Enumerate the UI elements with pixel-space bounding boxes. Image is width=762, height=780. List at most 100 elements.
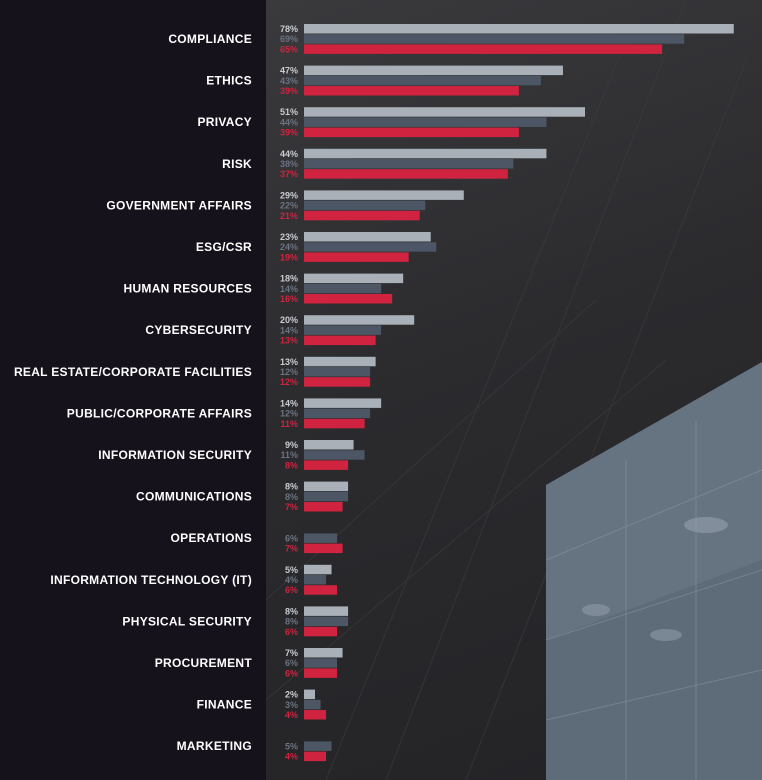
bar [304, 200, 426, 211]
bar [304, 377, 371, 387]
bar-value-label: 11% [280, 419, 298, 429]
bar-value-label: 8% [285, 492, 298, 502]
bar [304, 242, 437, 252]
bar [304, 210, 420, 221]
category-label: MARKETING [177, 739, 252, 753]
bar-value-label: 11% [280, 450, 298, 460]
bar-value-label: 38% [280, 159, 298, 169]
category-panel [0, 0, 266, 780]
category-label: REAL ESTATE/CORPORATE FACILITIES [14, 365, 252, 379]
bar [304, 232, 431, 242]
bar [304, 751, 327, 762]
bar-value-label: 14% [280, 284, 298, 294]
bar-value-label: 16% [280, 294, 298, 304]
bar [304, 658, 338, 668]
bar [304, 356, 376, 367]
bar-value-label: 7% [285, 544, 298, 554]
bar-value-label: 44% [280, 117, 298, 127]
category-label: GOVERNMENT AFFAIRS [106, 198, 252, 212]
bar-value-label: 12% [280, 409, 298, 419]
bar [304, 460, 349, 470]
bar [304, 699, 321, 710]
bar-value-label: 6% [285, 533, 298, 543]
bar [304, 159, 514, 169]
bar [304, 107, 586, 117]
bar-value-label: 8% [285, 482, 298, 492]
bar-value-label: 9% [285, 440, 298, 450]
bar-value-label: 7% [285, 502, 298, 512]
bar [304, 24, 734, 34]
category-label: HUMAN RESOURCES [123, 282, 252, 296]
category-label: OPERATIONS [171, 531, 252, 545]
bar-value-label: 20% [280, 315, 298, 325]
bar [304, 117, 547, 127]
bar [304, 294, 393, 304]
bar [304, 65, 563, 76]
bar-value-label: 3% [285, 700, 298, 710]
bar [304, 398, 382, 408]
category-label: PROCUREMENT [155, 656, 253, 670]
bar [304, 616, 349, 627]
category-label: CYBERSECURITY [145, 323, 252, 337]
bar [304, 575, 327, 585]
bar [304, 190, 464, 200]
category-label: INFORMATION SECURITY [98, 448, 252, 462]
bar-value-label: 39% [280, 86, 298, 96]
category-label: ETHICS [206, 74, 252, 88]
bar [304, 606, 349, 616]
bar [304, 585, 338, 595]
bar [304, 86, 519, 96]
category-label: PUBLIC/CORPORATE AFFAIRS [67, 406, 252, 420]
bar-value-label: 4% [285, 752, 298, 762]
bar [304, 325, 382, 335]
bar-value-label: 37% [280, 169, 298, 179]
bar-value-label: 5% [285, 565, 298, 575]
bar [304, 273, 404, 284]
bar [304, 127, 519, 138]
bar [304, 148, 547, 159]
bar [304, 533, 338, 543]
category-label: COMPLIANCE [168, 32, 252, 46]
bar-value-label: 8% [285, 606, 298, 616]
bar-value-label: 24% [280, 242, 298, 252]
bar [304, 689, 316, 700]
bar-value-label: 12% [280, 367, 298, 377]
bar [304, 252, 409, 262]
bar [304, 169, 508, 179]
category-label: PHYSICAL SECURITY [122, 614, 252, 628]
bar-value-label: 43% [280, 76, 298, 86]
bar [304, 648, 343, 658]
bar-value-label: 6% [285, 585, 298, 595]
bar-value-label: 6% [285, 668, 298, 678]
bar [304, 75, 541, 86]
bar-value-label: 4% [285, 710, 298, 720]
bar [304, 418, 365, 429]
background-photo [266, 0, 762, 780]
bar-value-label: 47% [280, 66, 298, 76]
bar [304, 543, 343, 554]
bar-value-label: 21% [280, 211, 298, 221]
bar [304, 668, 338, 678]
bar-value-label: 69% [280, 34, 298, 44]
bar [304, 44, 663, 54]
bar [304, 481, 349, 492]
bar [304, 367, 371, 377]
bar [304, 491, 349, 502]
category-label: ESG/CSR [196, 240, 252, 254]
bar [304, 34, 685, 44]
bar-value-label: 8% [285, 460, 298, 470]
bar-value-label: 65% [280, 44, 298, 54]
bar-value-label: 19% [280, 252, 298, 262]
bar-value-label: 22% [280, 201, 298, 211]
bar [304, 283, 382, 294]
bar-value-label: 23% [280, 232, 298, 242]
bar-value-label: 14% [280, 398, 298, 408]
bar-value-label: 7% [285, 648, 298, 658]
bar-value-label: 13% [280, 357, 298, 367]
bar [304, 502, 343, 512]
bar [304, 741, 332, 751]
bar-value-label: 51% [280, 107, 298, 117]
bar-value-label: 44% [280, 149, 298, 159]
bar-value-label: 39% [280, 128, 298, 138]
